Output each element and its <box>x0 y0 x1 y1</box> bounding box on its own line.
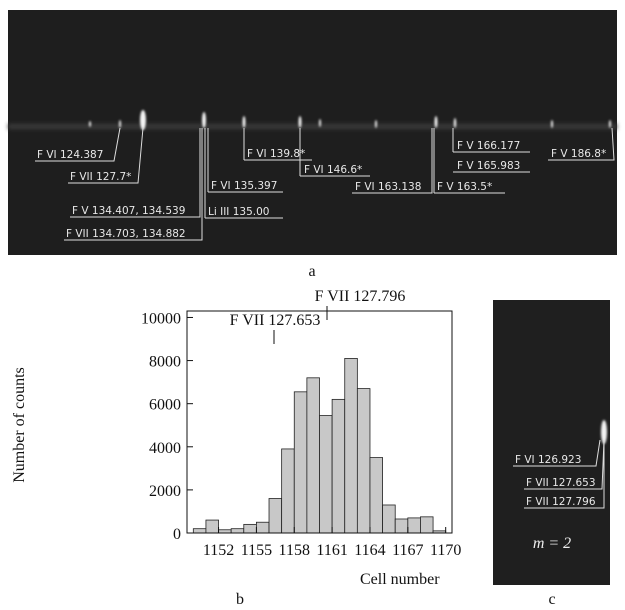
bar <box>243 523 257 534</box>
bar <box>344 358 358 534</box>
x-tick-label: 1158 <box>279 542 310 559</box>
line-label: F VI 135.397 <box>211 180 277 192</box>
y-tick-label: 10000 <box>141 310 181 327</box>
x-axis-label: Cell number <box>360 571 440 588</box>
x-tick-label: 1164 <box>354 542 385 559</box>
bar <box>394 518 409 534</box>
bar <box>192 528 207 534</box>
bar <box>281 448 295 534</box>
x-tick-label: 1161 <box>316 542 347 559</box>
y-tick-label: 8000 <box>149 354 181 371</box>
line-label: F VI 124.387 <box>37 149 103 161</box>
line-label: F VI 139.8* <box>247 148 305 160</box>
line-label: F V 163.5* <box>437 181 492 193</box>
panel-c: F VI 126.923 F VII 127.653 F VII 127.796… <box>493 300 610 608</box>
annotation: F VII 127.796 <box>315 288 406 305</box>
y-tick-label: 4000 <box>149 440 181 457</box>
plot-frame <box>186 310 453 534</box>
caption: c <box>548 591 555 608</box>
line-label: F V 165.983 <box>457 160 520 172</box>
line-label: F VII 127.653 <box>526 477 596 489</box>
y-tick-label: 0 <box>173 526 181 543</box>
y-tick-label: 2000 <box>149 483 181 500</box>
line-label: F V 166.177 <box>457 140 520 152</box>
spectrum-image <box>493 300 610 585</box>
line-label: F VI 163.138 <box>355 181 421 193</box>
bar <box>256 521 270 534</box>
x-tick-label: 1167 <box>392 542 423 559</box>
y-axis-label: Number of counts <box>11 367 28 483</box>
x-tick-label: 1155 <box>241 542 272 559</box>
y-tick-label: 6000 <box>149 397 181 414</box>
caption: a <box>308 263 315 280</box>
bar <box>369 457 383 534</box>
bar <box>420 516 434 534</box>
line-label: F VI 146.6* <box>304 164 362 176</box>
line-label: F VII 134.703, 134.882 <box>66 228 186 240</box>
panel-b: F VII 127.653 F VII 127.796 Cell number … <box>11 288 461 608</box>
bar <box>268 498 283 534</box>
line-label: F V 186.8* <box>551 148 606 160</box>
line-label: F V 134.407, 134.539 <box>72 205 185 217</box>
caption: b <box>236 591 244 608</box>
bar <box>356 388 371 534</box>
bar <box>230 528 245 534</box>
x-tick-label: 1170 <box>430 542 461 559</box>
x-tick-label: 1152 <box>203 542 234 559</box>
annotation: F VII 127.653 <box>230 312 321 329</box>
line-label: F VI 126.923 <box>515 454 581 466</box>
bar <box>205 519 219 534</box>
line-label: F VII 127.7* <box>70 171 131 183</box>
bar <box>407 517 421 534</box>
line-label: F VII 127.796 <box>526 496 596 508</box>
bar <box>306 377 320 534</box>
bar <box>382 504 396 534</box>
order-label: m = 2 <box>533 535 571 552</box>
bar <box>293 391 308 534</box>
spectrum-image <box>8 10 617 255</box>
line-label: Li III 135.00 <box>208 206 269 218</box>
bar <box>331 398 346 534</box>
panel-a: F VI 124.387 F VII 127.7* F V 134.407, 1… <box>8 10 617 280</box>
bar <box>319 415 333 534</box>
